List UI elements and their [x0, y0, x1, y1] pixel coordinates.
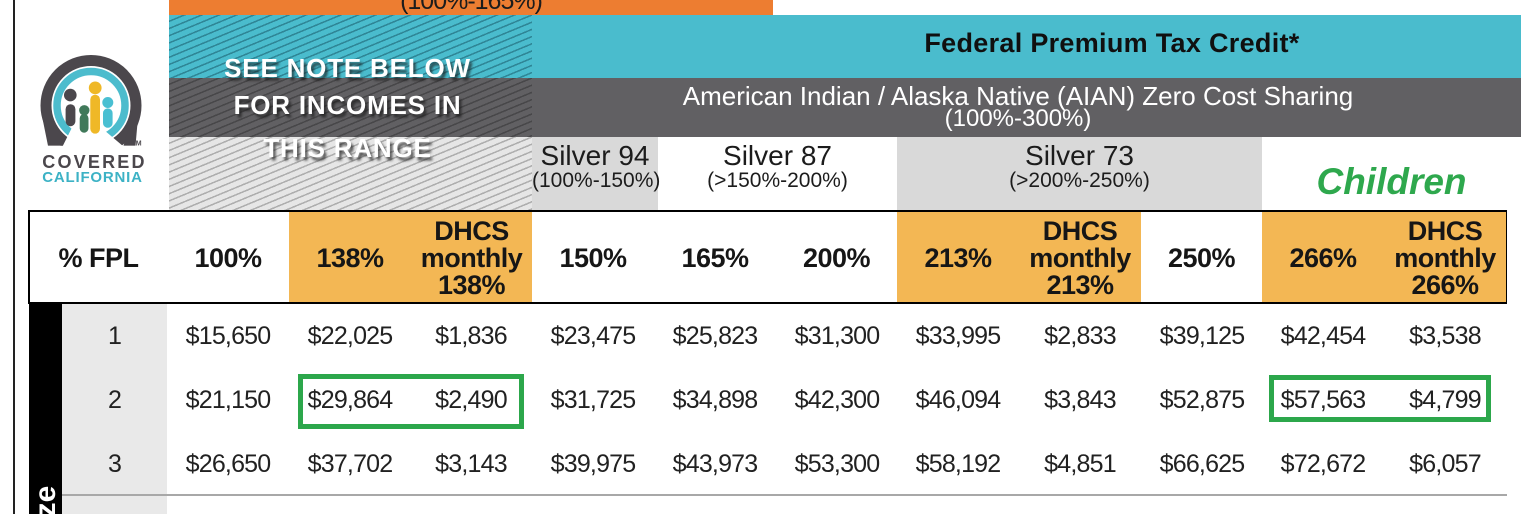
svg-text:TM: TM: [132, 140, 142, 147]
